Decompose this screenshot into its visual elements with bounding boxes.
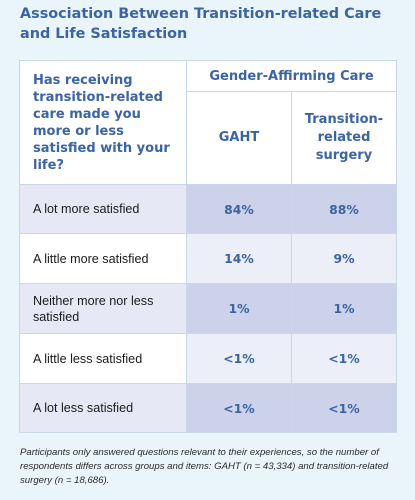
value-cell: <1% xyxy=(291,333,397,384)
value-cell: <1% xyxy=(186,333,292,384)
value-cell: 1% xyxy=(291,283,397,334)
row-label: A lot more satisfied xyxy=(19,184,187,234)
row-label: A little less satisfied xyxy=(19,333,187,384)
value-cell: 88% xyxy=(291,184,397,234)
value-cell: <1% xyxy=(291,383,397,433)
value-cell: 1% xyxy=(186,283,292,334)
group-header: Gender-Affirming Care xyxy=(186,60,397,92)
chart-title: Association Between Transition-related C… xyxy=(20,6,382,42)
table-row: A lot more satisfied 84% 88% xyxy=(19,184,397,234)
table-row: A little more satisfied 14% 9% xyxy=(19,233,397,284)
value-cell: 9% xyxy=(291,233,397,284)
footnote: Participants only answered questions rel… xyxy=(20,447,389,486)
table-row: A lot less satisfied <1% <1% xyxy=(19,383,397,433)
row-label: Neither more nor less satisfied xyxy=(19,283,187,334)
question-header: Has receiving transition-related care ma… xyxy=(19,60,187,185)
column-header-surgery: Transition-related surgery xyxy=(291,91,397,185)
table-row: A little less satisfied <1% <1% xyxy=(19,333,397,384)
table-row: Neither more nor less satisfied 1% 1% xyxy=(19,283,397,334)
value-cell: 14% xyxy=(186,233,292,284)
row-label: A little more satisfied xyxy=(19,233,187,284)
value-cell: <1% xyxy=(186,383,292,433)
column-header-gaht: GAHT xyxy=(186,91,292,185)
row-label: A lot less satisfied xyxy=(19,383,187,433)
results-table: Has receiving transition-related care ma… xyxy=(19,60,397,433)
value-cell: 84% xyxy=(186,184,292,234)
